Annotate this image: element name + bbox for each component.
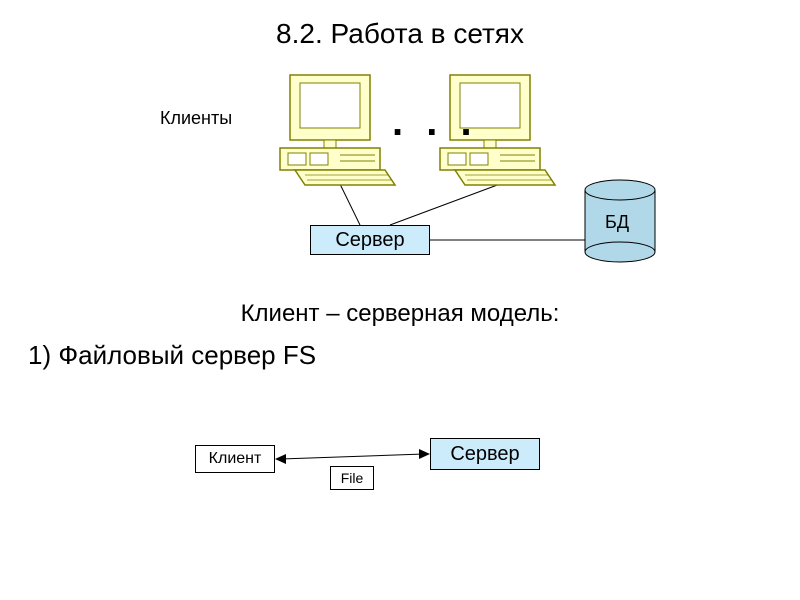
server-box-2: Сервер xyxy=(430,438,540,470)
client-box: Клиент xyxy=(195,445,275,473)
server-box: Сервер xyxy=(310,225,430,255)
db-label: БД xyxy=(605,212,629,233)
ellipsis: . . . xyxy=(392,100,478,145)
subtitle: Клиент – серверная модель: xyxy=(0,300,800,328)
file-box: File xyxy=(330,466,374,490)
list-item-1: 1) Файловый сервер FS xyxy=(28,340,316,371)
clients-label: Клиенты xyxy=(160,108,232,129)
client-computer-icon xyxy=(280,75,395,185)
